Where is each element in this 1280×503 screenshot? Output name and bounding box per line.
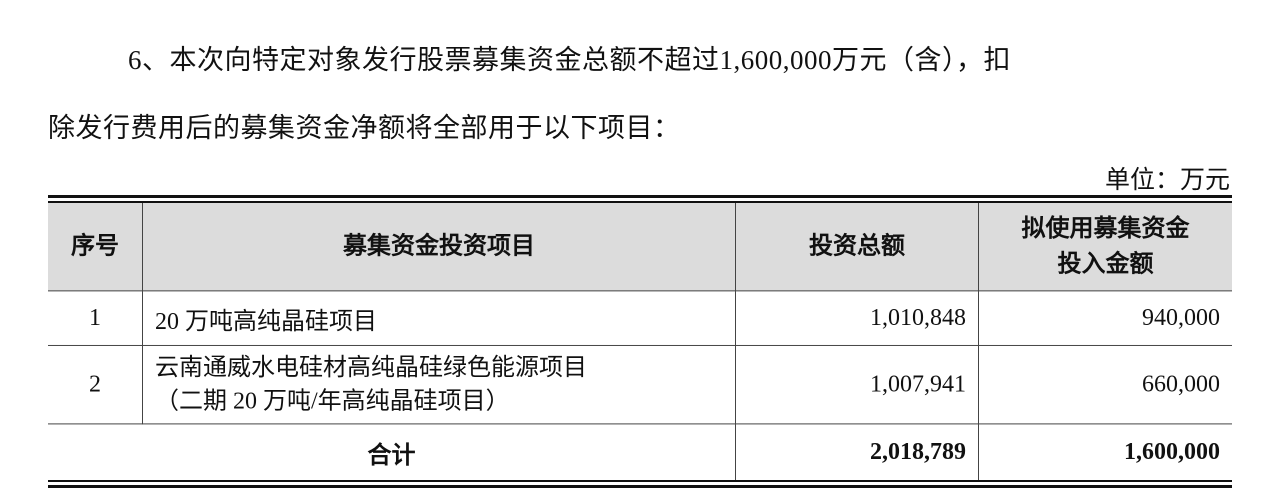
row-project: 云南通威水电硅材高纯晶硅绿色能源项目 （二期 20 万吨/年高纯晶硅项目）	[142, 344, 736, 425]
table-header-row: 序号 募集资金投资项目 投资总额 拟使用募集资金 投入金额	[48, 203, 1232, 292]
table-total-row: 合计 2,018,789 1,600,000	[48, 423, 1232, 480]
row-no: 2	[48, 344, 143, 425]
total-sum: 2,018,789	[735, 423, 979, 480]
table-bottom-thin-rule	[48, 480, 1232, 482]
unit-label: 单位：万元	[1104, 167, 1230, 194]
row-project-line2: （二期 20 万吨/年高纯晶硅项目）	[155, 388, 510, 415]
total-label: 合计	[48, 423, 736, 480]
table-row: 2 云南通威水电硅材高纯晶硅绿色能源项目 （二期 20 万吨/年高纯晶硅项目） 1…	[48, 344, 1232, 425]
table-bottom-thick-rule	[48, 485, 1232, 488]
header-use-line2: 投入金额	[1057, 251, 1154, 278]
row-total: 1,010,848	[735, 290, 979, 346]
total-use: 1,600,000	[978, 423, 1232, 480]
projects-table: 序号 募集资金投资项目 投资总额 拟使用募集资金 投入金额 1 20 万吨高纯晶硅…	[48, 203, 1232, 480]
table-row: 1 20 万吨高纯晶硅项目 1,010,848 940,000	[48, 290, 1232, 346]
header-use: 拟使用募集资金 投入金额	[978, 203, 1232, 292]
paragraph-line-1: 6、本次向特定对象发行股票募集资金总额不超过1,600,000万元（含），扣	[128, 45, 1011, 75]
table-top-thin-rule	[48, 201, 1232, 203]
header-no: 序号	[48, 203, 143, 292]
row-no: 1	[48, 290, 143, 346]
paragraph-line-2: 除发行费用后的募集资金净额将全部用于以下项目：	[48, 113, 681, 143]
row-use: 940,000	[978, 290, 1232, 346]
row-use: 660,000	[978, 344, 1232, 425]
table-top-thick-rule	[48, 195, 1232, 198]
header-use-line1: 拟使用募集资金	[1021, 215, 1190, 242]
row-project: 20 万吨高纯晶硅项目	[142, 290, 736, 346]
row-total: 1,007,941	[735, 344, 979, 425]
header-total: 投资总额	[735, 203, 979, 292]
row-project-line1: 云南通威水电硅材高纯晶硅绿色能源项目	[155, 354, 587, 381]
header-project: 募集资金投资项目	[142, 203, 736, 292]
